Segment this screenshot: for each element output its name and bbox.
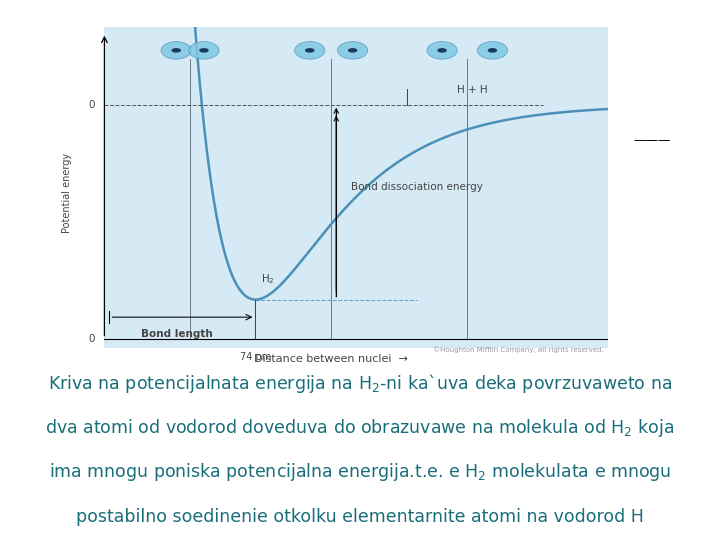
Circle shape bbox=[172, 49, 180, 52]
Circle shape bbox=[306, 49, 314, 52]
Circle shape bbox=[438, 49, 446, 52]
Circle shape bbox=[200, 49, 208, 52]
Text: 0: 0 bbox=[89, 100, 95, 110]
Circle shape bbox=[348, 49, 356, 52]
Circle shape bbox=[488, 49, 497, 52]
Text: H$_2$: H$_2$ bbox=[261, 272, 275, 286]
Text: H + H: H + H bbox=[457, 85, 487, 95]
Text: ©Houghton Mifflin Company, all rights reserved.: ©Houghton Mifflin Company, all rights re… bbox=[433, 347, 603, 353]
Text: Distance between nuclei  →: Distance between nuclei → bbox=[254, 354, 408, 364]
Text: Kriva na potencijalnata energija na H$_2$-ni ka`uva deka povrzuvaweto na: Kriva na potencijalnata energija na H$_2… bbox=[48, 372, 672, 395]
Text: ———: ——— bbox=[634, 134, 671, 147]
Ellipse shape bbox=[294, 42, 325, 59]
Text: 74 pm: 74 pm bbox=[240, 352, 271, 362]
Ellipse shape bbox=[427, 42, 457, 59]
Text: 0: 0 bbox=[89, 334, 95, 343]
Text: ima mnogu poniska potencijalna energija.t.e. e H$_2$ molekulata e mnogu: ima mnogu poniska potencijalna energija.… bbox=[49, 461, 671, 483]
Ellipse shape bbox=[161, 42, 192, 59]
Ellipse shape bbox=[477, 42, 508, 59]
Text: dva atomi od vodorod doveduva do obrazuvawe na molekula od H$_2$ koja: dva atomi od vodorod doveduva do obrazuv… bbox=[45, 417, 675, 438]
Ellipse shape bbox=[189, 42, 219, 59]
Text: Bond length: Bond length bbox=[141, 329, 212, 339]
Text: Bond dissociation energy: Bond dissociation energy bbox=[351, 181, 483, 192]
Text: postabilno soedinenie otkolku elementarnite atomi na vodorod H: postabilno soedinenie otkolku elementarn… bbox=[76, 508, 644, 526]
Ellipse shape bbox=[338, 42, 368, 59]
Text: Potential energy: Potential energy bbox=[62, 152, 71, 233]
